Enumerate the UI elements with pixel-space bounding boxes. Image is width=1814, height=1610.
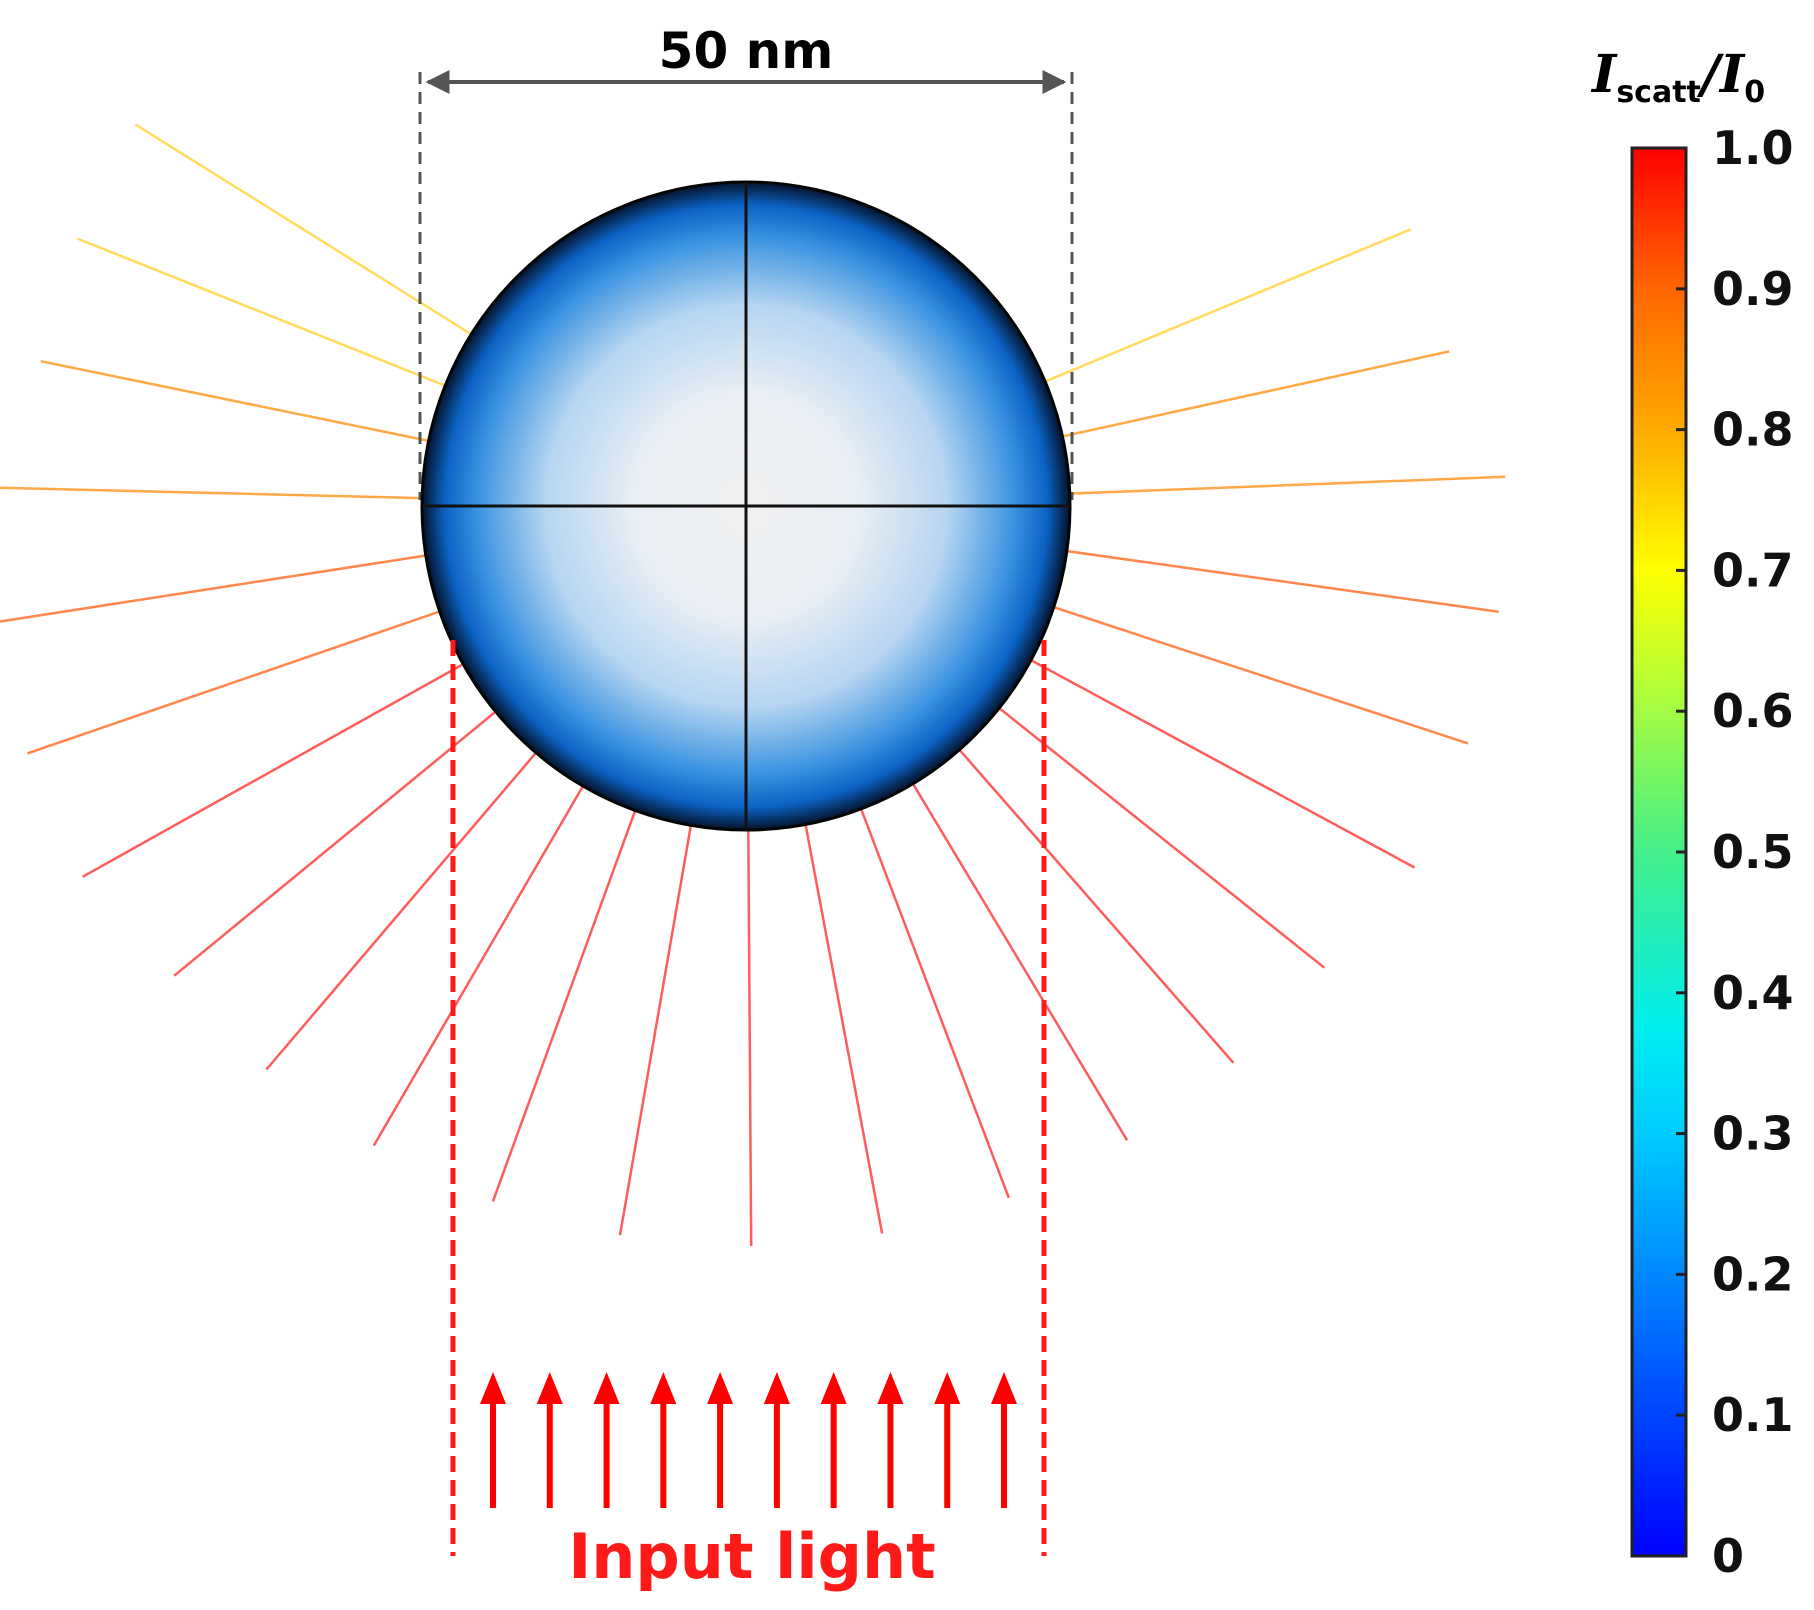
scattered-ray [372,750,605,1147]
colorbar-tick-label: 0 [1712,1529,1744,1583]
scattered-ray [967,682,1326,969]
colorbar-tick-label: 0.2 [1712,1247,1794,1301]
scattered-ray [746,789,753,1247]
scattered-ray [1027,544,1499,614]
scattered-ray [0,486,463,501]
dimension-label: 50 nm [659,22,834,80]
colorbar-tick-label: 1.0 [1712,121,1794,175]
scattered-ray [77,237,483,402]
scattered-ray [796,784,884,1234]
input-light-arrows [480,1372,1017,1508]
input-light-arrow [480,1372,506,1508]
input-light-arrow [763,1372,790,1508]
colorbar-title: Iscatt/I0 [1590,44,1765,110]
input-light-arrow [877,1372,904,1508]
input-light-arrow [820,1372,847,1508]
scattered-ray [932,718,1235,1064]
scattered-ray [1023,350,1450,447]
input-light-arrow [650,1372,677,1508]
input-light-arrow [707,1372,734,1508]
input-light-arrow [536,1372,563,1508]
scattered-ray [134,123,506,357]
dimension-indicator: 50 nm [418,22,1074,500]
scattered-ray [891,748,1129,1141]
colorbar-tick-label: 0.9 [1712,262,1794,316]
scattered-ray [173,685,528,977]
scattered-ray [40,359,469,451]
scattered-ray [845,771,1010,1199]
scattered-ray [1029,475,1506,497]
input-light-label: Input light [568,1520,936,1593]
colorbar-tick-label: 0.6 [1712,684,1794,738]
colorbar-tick-label: 0.1 [1712,1388,1794,1442]
input-light-arrow [991,1372,1017,1508]
input-light-arrow [593,1372,620,1508]
scattered-ray [265,721,563,1071]
input-light-arrow [934,1372,961,1508]
scattered-ray [0,548,466,623]
scattered-rays [0,123,1506,1247]
scattered-ray [995,640,1416,869]
colorbar-tick-label: 0.5 [1712,825,1794,879]
colorbar-tick-label: 0.4 [1712,966,1794,1020]
scattered-ray [618,785,699,1236]
scattered-ray [491,772,651,1202]
scattered-ray [1007,228,1412,399]
scattered-ray [81,643,499,878]
scattered-ray [26,597,478,755]
colorbar-ticks: 1.0 0.9 0.8 0.7 0.6 0.5 0.4 0.3 0.2 0.1 0 [1676,121,1794,1583]
colorbar-tick-label: 0.8 [1712,403,1794,457]
scattered-ray [1015,593,1469,745]
colorbar-tick-label: 0.7 [1712,543,1794,597]
nanoparticle-sphere [420,180,1072,832]
colorbar: Iscatt/I0 1.0 0.9 0.8 0.7 0.6 0.5 0.4 0.3 0.2 0.1… [1590,44,1794,1583]
colorbar-tick-label: 0.3 [1712,1107,1794,1161]
